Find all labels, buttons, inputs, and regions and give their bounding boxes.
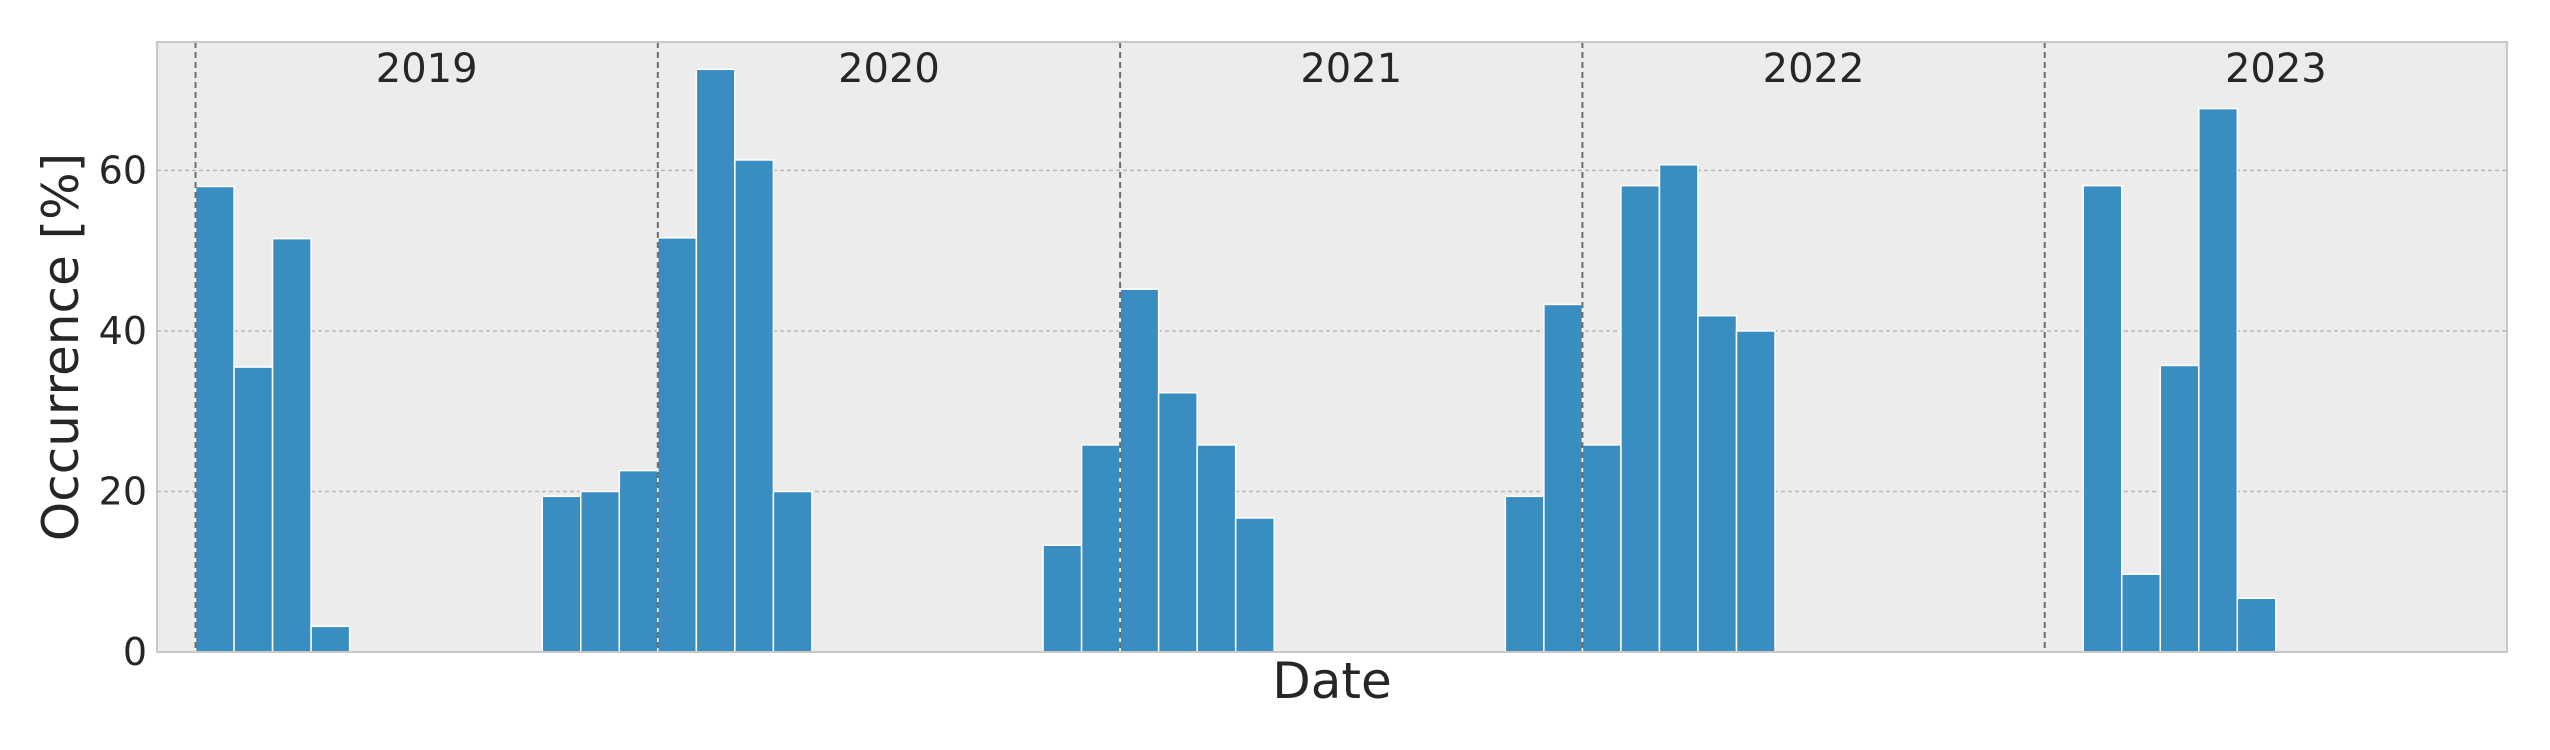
bar-series	[194, 68, 2277, 653]
bar	[1234, 517, 1275, 653]
bar	[271, 237, 312, 653]
year-label: 2019	[376, 46, 478, 92]
bar	[1697, 314, 1738, 653]
bar	[2121, 573, 2162, 653]
y-tick-label: 0	[123, 630, 147, 674]
year-label: 2020	[838, 46, 940, 92]
y-tick-label: 60	[99, 148, 147, 192]
bar	[1504, 495, 1545, 653]
bar	[1620, 184, 1661, 653]
year-label: 2023	[2225, 46, 2327, 92]
bar	[2082, 184, 2123, 653]
y-tick-label: 20	[99, 469, 147, 513]
bar	[541, 495, 582, 653]
y-tick-label: 40	[99, 309, 147, 353]
bar	[695, 68, 736, 653]
bar	[657, 237, 698, 653]
x-axis-label: Date	[1272, 652, 1392, 710]
year-labels: 2019 2020 2021 2022 2023	[376, 46, 2327, 92]
plot-background	[157, 42, 2507, 652]
bar	[580, 490, 621, 653]
bar	[1080, 444, 1121, 653]
bar	[1735, 330, 1776, 653]
bar	[1042, 544, 1083, 653]
bar	[2159, 364, 2200, 653]
bar	[1119, 288, 1160, 653]
plot-frame	[156, 41, 2508, 653]
bar	[2236, 597, 2277, 653]
bar	[618, 469, 659, 653]
y-tick-labels: 0 20 40 60	[99, 148, 147, 674]
bar	[194, 185, 235, 653]
year-label: 2021	[1300, 46, 1402, 92]
bar	[233, 366, 274, 653]
bar	[1196, 444, 1237, 653]
bar	[1543, 303, 1584, 653]
bar	[772, 490, 813, 653]
bar	[2198, 107, 2239, 653]
bar	[1581, 444, 1622, 653]
y-axis-label: Occurrence [%]	[32, 153, 90, 541]
year-dividers	[194, 42, 2046, 652]
year-label: 2022	[1763, 46, 1865, 92]
bar	[734, 159, 775, 653]
bar	[310, 625, 351, 653]
bar	[1658, 164, 1699, 653]
bar	[1157, 392, 1198, 653]
